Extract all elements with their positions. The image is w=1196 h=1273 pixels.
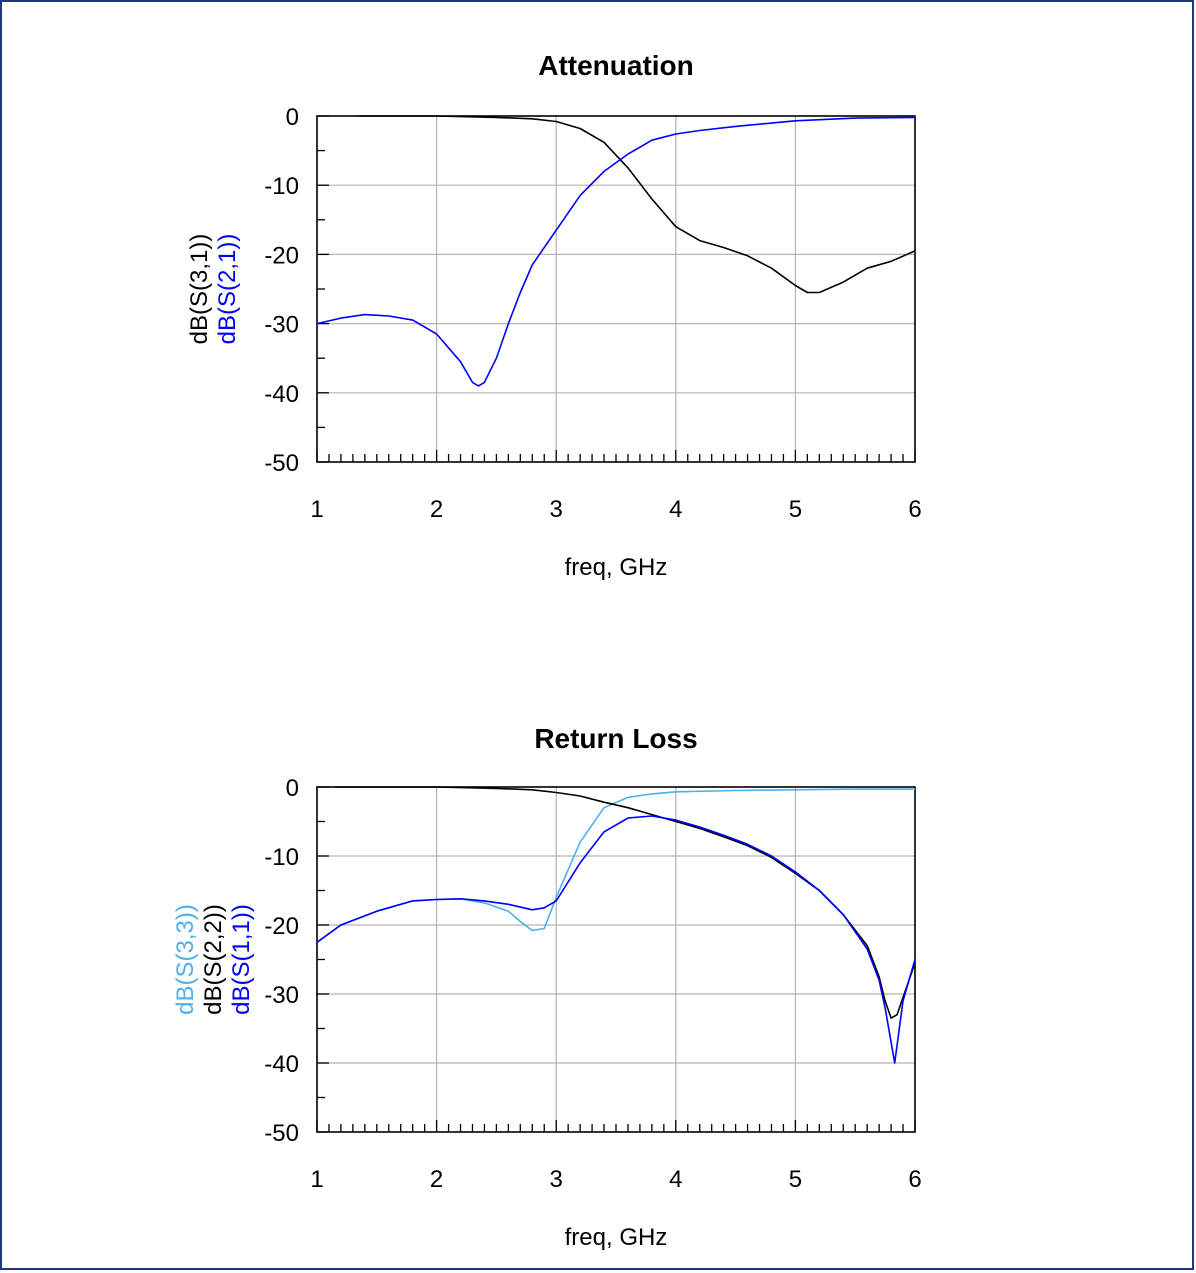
x-tick-label: 4 xyxy=(669,1166,682,1193)
series-label: dB(S(3,1)) xyxy=(186,234,213,345)
series-label: dB(S(1,1)) xyxy=(228,904,255,1015)
chart-title: Attenuation xyxy=(538,50,694,81)
x-tick-label: 1 xyxy=(310,496,323,523)
x-tick-label: 3 xyxy=(550,1166,563,1193)
series-line xyxy=(316,815,916,1064)
x-tick-label: 2 xyxy=(430,496,443,523)
series-line xyxy=(358,115,916,294)
grid xyxy=(317,116,915,462)
grid xyxy=(317,787,915,1132)
y-tick-label: -50 xyxy=(264,1120,299,1147)
x-axis-label: freq, GHz xyxy=(565,1224,668,1251)
series-label: dB(S(3,3)) xyxy=(172,904,199,1015)
series-line xyxy=(316,116,916,387)
y-tick-label: 0 xyxy=(286,775,299,802)
axis-ticks xyxy=(316,786,916,1133)
plot-frame xyxy=(316,115,916,463)
x-axis-label: freq, GHz xyxy=(565,554,668,581)
x-tick-label: 2 xyxy=(430,1166,443,1193)
x-tick-label: 1 xyxy=(310,1166,323,1193)
axis-ticks xyxy=(316,115,916,463)
series-label: dB(S(2,2)) xyxy=(200,904,227,1015)
series-line xyxy=(334,786,916,1019)
y-tick-label: -20 xyxy=(264,242,299,269)
x-tick-label: 6 xyxy=(908,496,921,523)
y-tick-label: -50 xyxy=(264,450,299,477)
y-tick-label: -30 xyxy=(264,982,299,1009)
y-tick-label: -40 xyxy=(264,1051,299,1078)
series-label: dB(S(2,1)) xyxy=(214,234,241,345)
x-tick-label: 6 xyxy=(908,1166,921,1193)
x-tick-label: 4 xyxy=(669,496,682,523)
y-tick-label: -20 xyxy=(264,913,299,940)
y-tick-label: -10 xyxy=(264,844,299,871)
chart-title: Return Loss xyxy=(534,723,697,754)
x-tick-label: 5 xyxy=(789,1166,802,1193)
series-line xyxy=(316,788,915,943)
x-tick-label: 5 xyxy=(789,496,802,523)
y-tick-label: -10 xyxy=(264,173,299,200)
y-tick-label: 0 xyxy=(286,104,299,131)
chart-2: Return Loss 1 2 3 4 5 6 0 -10 -20 -30 -40 -50 freq, G… xyxy=(172,723,922,1251)
plot-frame xyxy=(316,786,916,1133)
x-tick-label: 3 xyxy=(550,496,563,523)
chart-1: Attenuation 1 2 3 4 5 6 0 -10 -20 -30 -40 -50 freq, G… xyxy=(186,50,922,581)
y-tick-label: -30 xyxy=(264,312,299,339)
y-tick-label: -40 xyxy=(264,381,299,408)
